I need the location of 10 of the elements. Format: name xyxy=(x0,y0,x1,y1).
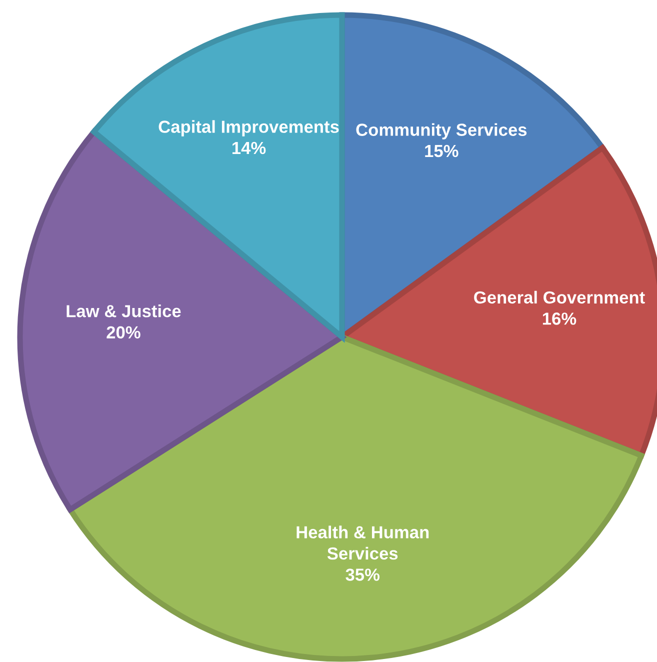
data-label: 14% xyxy=(232,142,266,154)
data-label: 15% xyxy=(425,144,458,158)
data-label: 20% xyxy=(106,326,140,339)
slice-label: Capital Improvements xyxy=(158,120,339,136)
slice-label: Law & Justice xyxy=(66,304,181,318)
slice-label: Health & Human Services xyxy=(296,526,429,560)
data-label: 16% xyxy=(542,312,576,325)
data-label: 35% xyxy=(346,568,380,581)
slice-label: Community Services xyxy=(356,123,527,140)
slice-label: General Government xyxy=(474,290,645,304)
